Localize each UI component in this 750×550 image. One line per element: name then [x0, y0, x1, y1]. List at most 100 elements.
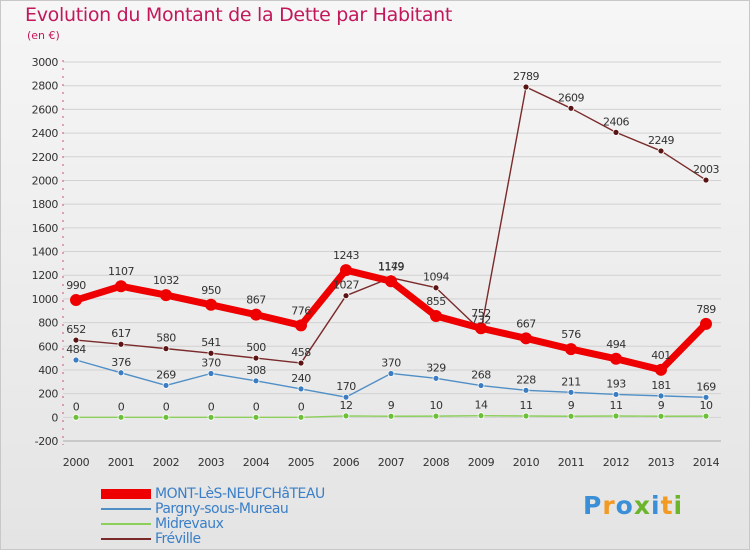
data-label-freville: 2406 — [603, 115, 629, 128]
data-label-midrevaux: 11 — [520, 399, 533, 412]
data-label-midrevaux: 9 — [388, 399, 395, 412]
x-tick-label: 2000 — [63, 456, 90, 469]
data-point-midrevaux — [117, 413, 125, 421]
data-label-midrevaux: 0 — [163, 400, 170, 413]
x-tick-label: 2005 — [288, 456, 315, 469]
x-tick-label: 2003 — [198, 456, 225, 469]
data-label-pargny-sous-mureau: 211 — [561, 375, 581, 388]
data-point-pargny-sous-mureau — [297, 385, 305, 393]
data-point-pargny-sous-mureau — [72, 356, 80, 364]
y-tick-label: 200 — [38, 388, 58, 401]
legend-swatch — [101, 523, 151, 525]
data-point-pargny-sous-mureau — [162, 382, 170, 389]
data-point-mont-les-neufchateau — [520, 332, 532, 345]
series-line-freville — [75, 86, 707, 364]
data-point-freville — [657, 147, 665, 155]
y-tick-label: 400 — [38, 364, 58, 377]
data-label-freville: 2609 — [558, 91, 584, 104]
data-label-pargny-sous-mureau: 169 — [696, 380, 716, 393]
data-label-mont-les-neufchateau: 1243 — [333, 249, 359, 262]
data-point-mont-les-neufchateau — [340, 264, 352, 277]
data-label-pargny-sous-mureau: 240 — [291, 372, 311, 385]
legend-swatch — [101, 489, 151, 499]
y-tick-label: 3000 — [32, 56, 59, 69]
data-point-mont-les-neufchateau — [610, 352, 622, 365]
data-point-midrevaux — [252, 413, 260, 421]
data-point-mont-les-neufchateau — [70, 294, 82, 307]
data-label-mont-les-neufchateau: 789 — [696, 303, 716, 316]
data-point-freville — [612, 128, 620, 136]
data-label-midrevaux: 0 — [73, 400, 80, 413]
data-label-mont-les-neufchateau: 990 — [66, 279, 86, 292]
data-point-midrevaux — [342, 412, 350, 420]
data-point-mont-les-neufchateau — [655, 363, 667, 376]
data-label-mont-les-neufchateau: 950 — [201, 284, 221, 297]
data-label-midrevaux: 9 — [658, 399, 665, 412]
data-point-mont-les-neufchateau — [565, 343, 577, 356]
logo-letter: o — [615, 491, 634, 520]
data-label-pargny-sous-mureau: 484 — [66, 343, 86, 356]
data-label-pargny-sous-mureau: 269 — [156, 368, 176, 381]
y-tick-label: 2200 — [32, 151, 59, 164]
data-point-freville — [162, 345, 170, 353]
data-label-midrevaux: 10 — [430, 399, 443, 412]
data-point-midrevaux — [612, 412, 620, 420]
data-label-mont-les-neufchateau: 576 — [561, 328, 581, 341]
data-label-midrevaux: 12 — [340, 399, 353, 412]
data-point-pargny-sous-mureau — [477, 382, 485, 389]
data-point-freville — [342, 292, 350, 300]
proxiti-logo: Proxiti — [583, 491, 683, 520]
data-label-pargny-sous-mureau: 329 — [426, 361, 446, 374]
data-point-freville — [252, 354, 260, 362]
data-label-freville: 652 — [66, 323, 86, 336]
data-label-midrevaux: 11 — [610, 399, 623, 412]
x-tick-label: 2007 — [378, 456, 405, 469]
data-label-freville: 500 — [246, 341, 266, 354]
legend-swatch — [101, 508, 151, 510]
data-label-pargny-sous-mureau: 193 — [606, 377, 626, 390]
data-label-mont-les-neufchateau: 867 — [246, 294, 266, 307]
x-tick-label: 2004 — [243, 456, 270, 469]
data-label-pargny-sous-mureau: 228 — [516, 373, 536, 386]
y-tick-label: 800 — [38, 317, 58, 330]
data-label-mont-les-neufchateau: 776 — [291, 304, 311, 317]
y-tick-label: 1000 — [32, 293, 59, 306]
data-label-pargny-sous-mureau: 170 — [336, 380, 356, 393]
data-point-mont-les-neufchateau — [295, 319, 307, 332]
data-point-freville — [72, 336, 80, 344]
data-label-pargny-sous-mureau: 181 — [651, 379, 671, 392]
data-point-freville — [297, 359, 305, 367]
data-point-mont-les-neufchateau — [475, 322, 487, 335]
y-tick-label: 1200 — [32, 269, 59, 282]
data-point-pargny-sous-mureau — [702, 393, 710, 401]
data-point-midrevaux — [522, 412, 530, 420]
data-point-pargny-sous-mureau — [657, 392, 665, 400]
legend-label: Fréville — [155, 531, 201, 547]
data-point-mont-les-neufchateau — [385, 275, 397, 288]
data-point-pargny-sous-mureau — [567, 388, 575, 396]
data-point-pargny-sous-mureau — [252, 377, 260, 385]
legend-swatch — [101, 538, 151, 540]
x-tick-label: 2012 — [603, 456, 629, 469]
x-tick-label: 2013 — [648, 456, 675, 469]
legend-label: MONT-LèS-NEUFCHâTEAU — [155, 486, 325, 502]
chart-title: Evolution du Montant de la Dette par Hab… — [25, 4, 453, 26]
data-label-freville: 1179 — [378, 261, 404, 274]
data-label-mont-les-neufchateau: 401 — [651, 349, 671, 362]
x-tick-label: 2001 — [108, 456, 134, 469]
y-tick-label: 600 — [38, 340, 58, 353]
data-point-pargny-sous-mureau — [117, 369, 125, 377]
y-tick-label: 2400 — [32, 127, 59, 140]
y-tick-label: 2600 — [32, 103, 59, 116]
data-point-midrevaux — [72, 413, 80, 421]
data-point-freville — [117, 340, 125, 348]
data-label-midrevaux: 0 — [118, 400, 125, 413]
data-label-midrevaux: 14 — [475, 399, 488, 412]
x-tick-label: 2011 — [558, 456, 584, 469]
data-label-midrevaux: 0 — [208, 400, 215, 413]
data-label-mont-les-neufchateau: 752 — [471, 307, 491, 320]
data-label-pargny-sous-mureau: 370 — [381, 356, 401, 369]
x-tick-label: 2006 — [333, 456, 360, 469]
logo-letter: x — [633, 491, 651, 520]
data-label-mont-les-neufchateau: 855 — [426, 295, 446, 308]
